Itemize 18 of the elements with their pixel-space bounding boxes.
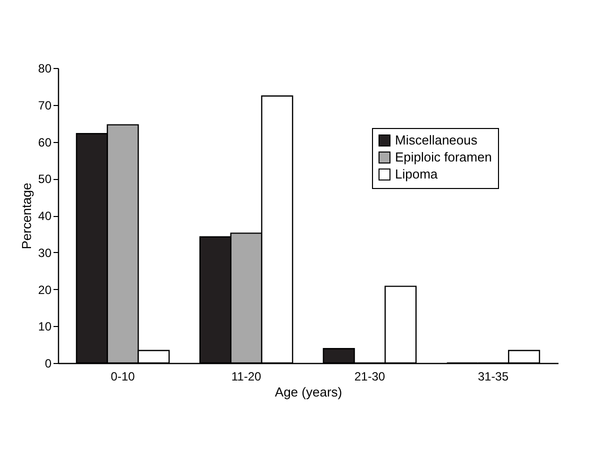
y-tick-label: 50: [38, 172, 52, 186]
y-tick-label: 40: [38, 209, 52, 223]
y-tick-label: 70: [38, 98, 52, 112]
y-tick-label: 80: [38, 62, 52, 76]
x-tick-label: 0-10: [110, 370, 136, 384]
x-axis-title: Age (years): [274, 384, 342, 400]
legend-label: Lipoma: [395, 166, 438, 182]
y-tick-label: 60: [38, 135, 52, 150]
y-tick-label: 10: [38, 320, 52, 334]
x-tick-label: 21-30: [354, 370, 386, 384]
legend-label: Epiploic foramen: [395, 150, 492, 164]
y-tick-label: 0: [44, 356, 52, 370]
x-tick-label: 31-35: [478, 370, 509, 384]
y-axis-title: Percentage: [19, 182, 34, 250]
x-tick-label: 11-20: [231, 370, 262, 384]
y-tick-label: 20: [38, 282, 52, 297]
legend-label: Miscellaneous: [395, 132, 478, 148]
y-tick-label: 30: [38, 246, 52, 260]
